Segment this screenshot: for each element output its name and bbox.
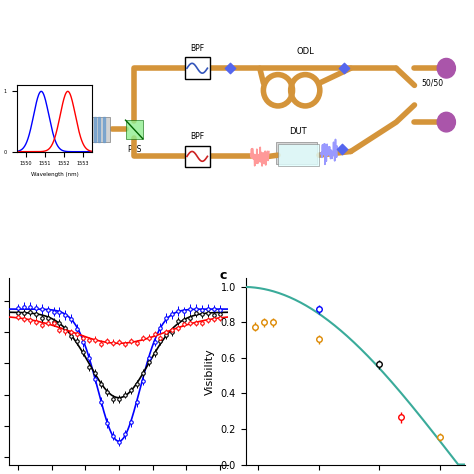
Point [338,145,346,153]
Bar [69,117,109,142]
Text: ODL: ODL [296,47,314,56]
Bar [276,142,317,164]
Circle shape [437,58,456,78]
Bar [103,117,105,142]
X-axis label: Wavelength (nm): Wavelength (nm) [31,172,78,177]
Bar [185,57,210,79]
Text: BPF: BPF [190,132,204,141]
Text: SPDC: SPDC [27,134,48,143]
Text: c: c [219,269,227,282]
Text: 50/50: 50/50 [421,78,443,87]
Point [340,64,348,72]
Bar [278,144,319,166]
Point [227,64,234,72]
Text: ppKTP: ppKTP [26,104,49,113]
Polygon shape [126,120,143,139]
Text: PBS: PBS [127,145,141,154]
Bar [84,117,87,142]
Y-axis label: Visibility: Visibility [205,348,215,395]
Text: DUT: DUT [290,127,307,136]
Circle shape [437,112,456,132]
Text: BPF: BPF [190,44,204,53]
Bar [94,117,96,142]
Bar [71,117,73,142]
Bar [98,117,100,142]
Bar [80,117,82,142]
Bar [75,117,78,142]
Bar [185,146,210,167]
Bar [89,117,91,142]
